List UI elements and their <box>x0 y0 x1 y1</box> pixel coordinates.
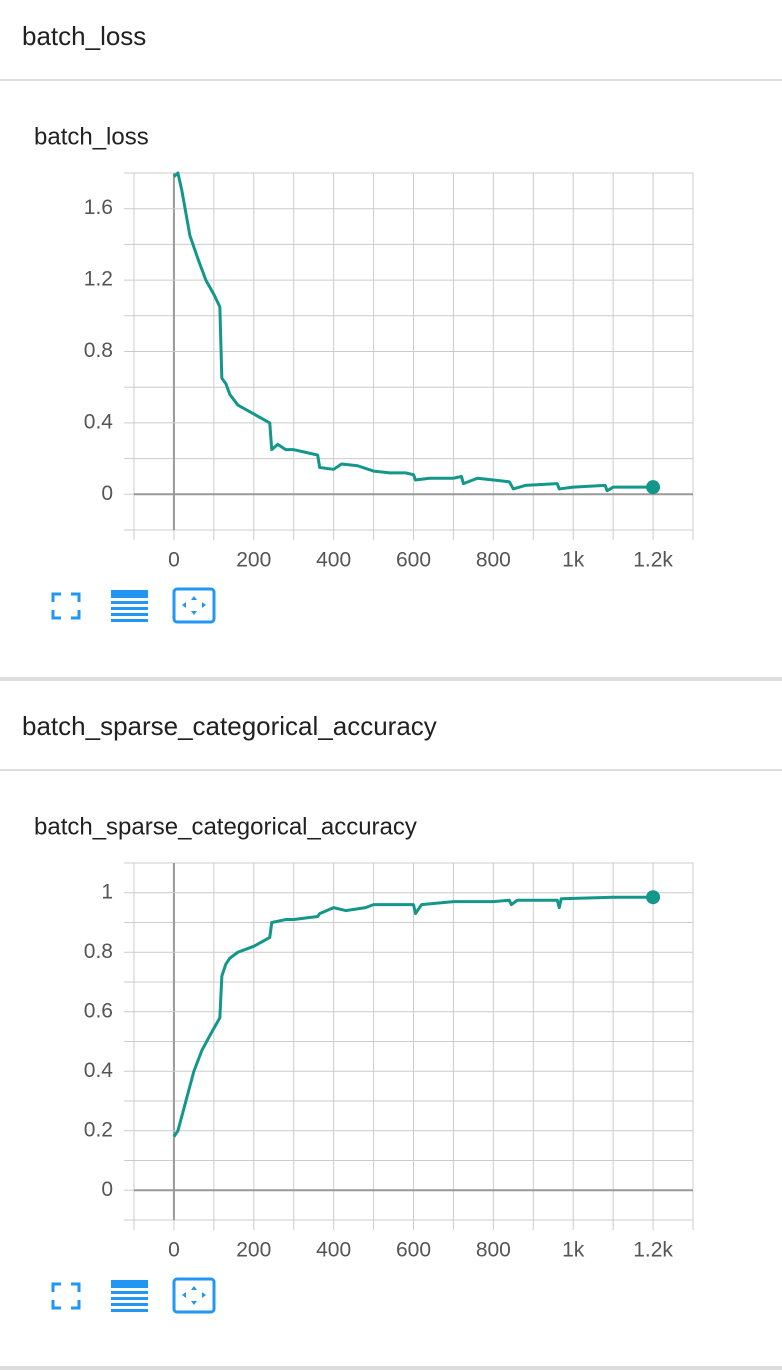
y-tick-label: 0.8 <box>84 339 113 362</box>
icons <box>51 587 216 1314</box>
x-tick-label: 400 <box>316 1239 351 1262</box>
y-tick-label: 0.6 <box>84 999 113 1022</box>
x-tick-label: 200 <box>236 549 271 572</box>
y-tick-label: 0.4 <box>84 410 114 433</box>
x-tick-label: 200 <box>236 1239 271 1262</box>
toggle-log-button[interactable] <box>111 590 148 622</box>
y-tick-label: 0 <box>101 482 113 505</box>
y-tick-label: 0 <box>101 1178 113 1201</box>
fullscreen-button[interactable] <box>51 592 81 620</box>
series-line <box>172 895 654 1138</box>
x-tick-label: 1.2k <box>633 1239 673 1262</box>
y-tick-label: 1 <box>101 880 113 903</box>
chart-title: batch_sparse_categorical_accuracy <box>34 813 417 840</box>
x-tick-label: 600 <box>396 1239 431 1262</box>
section-title: batch_loss <box>22 21 146 51</box>
y-tick-label: 1.6 <box>84 196 113 219</box>
section-title: batch_sparse_categorical_accuracy <box>22 711 437 741</box>
x-tick-label: 1.2k <box>633 549 673 572</box>
y-tick-label: 1.2 <box>84 268 113 291</box>
x-tick-label: 0 <box>168 549 180 572</box>
fit-domain-button[interactable] <box>172 1277 216 1314</box>
y-tick-label: 0.4 <box>84 1059 114 1082</box>
x-tick-label: 600 <box>396 549 431 572</box>
y-tick-label: 0.8 <box>84 940 113 963</box>
last-point-marker <box>646 480 661 495</box>
toggle-log-button[interactable] <box>111 1280 148 1312</box>
x-tick-label: 0 <box>168 1239 180 1262</box>
series-line <box>172 171 654 493</box>
x-tick-label: 800 <box>476 549 511 572</box>
x-tick-label: 1k <box>562 1239 585 1262</box>
chart-title: batch_loss <box>34 123 149 150</box>
x-tick-label: 1k <box>562 549 585 572</box>
fullscreen-button[interactable] <box>51 1282 81 1310</box>
x-tick-label: 400 <box>316 549 351 572</box>
fit-domain-button[interactable] <box>172 587 216 624</box>
x-tick-label: 800 <box>476 1239 511 1262</box>
y-tick-label: 0.2 <box>84 1118 113 1141</box>
last-point-marker <box>646 890 661 905</box>
